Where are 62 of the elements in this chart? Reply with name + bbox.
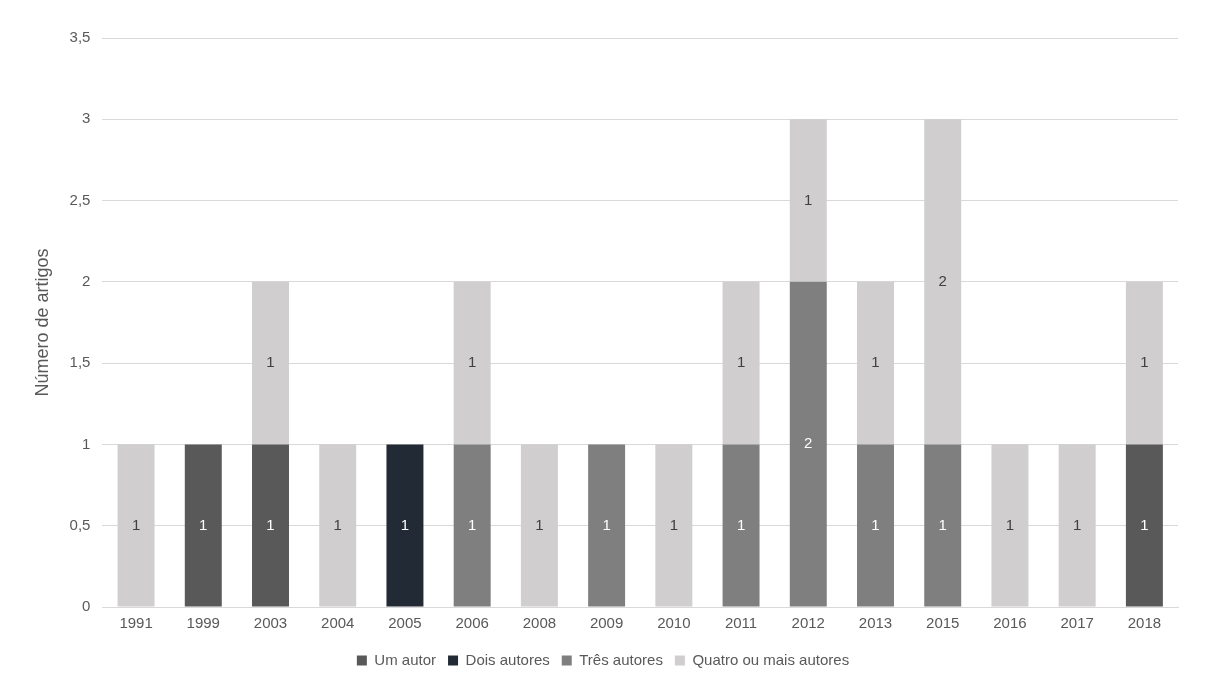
x-tick-label: 2018 [1127,614,1162,632]
x-tick-label: 2017 [1060,614,1094,632]
data-label: 1 [266,515,275,533]
y-tick-label: 1 [82,434,91,452]
data-label: 2 [938,272,947,289]
bar [857,444,894,607]
bar [924,444,962,607]
data-label: 1 [535,515,544,533]
data-label: 1 [871,515,880,533]
x-tick-label: 2010 [657,614,691,632]
y-tick-label: 3,5 [69,28,91,46]
y-tick-label: 3 [82,109,91,127]
bar [252,444,289,607]
data-label: 2 [804,434,813,452]
bar [789,281,827,607]
data-label: 1 [804,190,813,208]
y-tick-label: 2,5 [69,190,91,208]
x-tick-label: 2011 [724,614,758,632]
bar [588,444,626,607]
data-label: 1 [669,515,679,533]
bar [386,444,424,607]
legend-label: Quatro ou mais autores [692,650,850,668]
x-tick-label: 2006 [455,614,489,632]
x-tick-label: 1999 [186,614,220,632]
x-tick-label: 2003 [253,614,288,632]
data-label: 1 [1140,515,1149,533]
legend-label: Três autores [579,650,663,668]
y-tick-label: 2 [82,272,91,289]
data-label: 1 [602,515,611,533]
data-label: 1 [1073,515,1082,533]
data-label: 1 [468,515,477,533]
bar [453,444,491,607]
y-tick-label: 1,5 [69,353,91,371]
x-tick-label: 2009 [589,614,624,632]
data-label: 1 [1140,353,1149,371]
legend-label: Dois autores [465,650,550,668]
y-tick-label: 0,5 [69,515,91,533]
data-label: 1 [199,515,208,533]
data-label: 1 [131,515,141,533]
y-axis-title: Número de artigos [31,248,52,397]
x-tick-label: 2015 [926,614,960,632]
data-label: 1 [468,353,477,371]
data-label: 1 [938,515,947,533]
x-tick-label: 2008 [522,614,557,632]
bar [184,444,222,607]
data-label: 1 [871,353,880,371]
x-tick-label: 2012 [791,614,825,632]
x-tick-label: 2004 [321,614,355,632]
data-label: 1 [400,515,410,533]
data-label: 1 [266,353,275,371]
legend-label: Um autor [374,650,437,668]
x-tick-label: 2013 [858,614,893,632]
y-tick-label: 0 [82,597,91,615]
data-label: 1 [736,353,746,371]
x-tick-label: 2005 [388,614,422,632]
x-tick-label: 1991 [119,614,153,632]
bar [1125,444,1163,607]
data-label: 1 [333,515,342,533]
bar [722,444,760,607]
x-tick-label: 2016 [993,614,1027,632]
data-label: 1 [736,515,746,533]
data-label: 1 [1005,515,1015,533]
